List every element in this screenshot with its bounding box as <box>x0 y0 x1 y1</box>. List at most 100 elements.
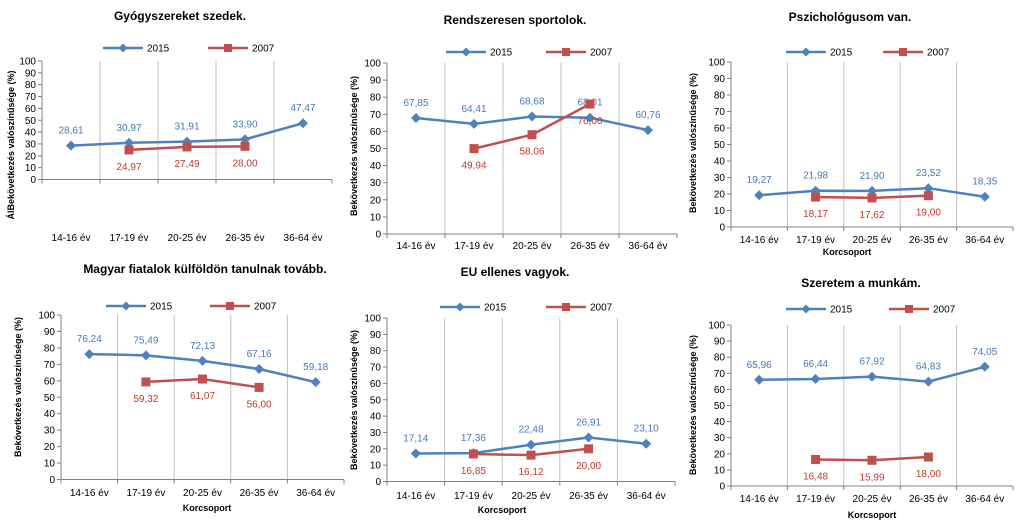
x-tick-label: 20-25 év <box>183 488 222 499</box>
legend-label: 2015 <box>147 44 170 55</box>
chart-title: EU ellenes vagyok. <box>461 265 570 279</box>
y-tick-label: 30 <box>714 433 726 444</box>
x-tick-label: 20-25 év <box>512 491 551 502</box>
data-point <box>197 355 208 366</box>
data-label: 17,14 <box>403 433 428 444</box>
x-tick-label: 17-19 év <box>454 491 493 502</box>
y-tick-label: 40 <box>44 409 56 420</box>
y-tick-label: 90 <box>714 337 726 348</box>
data-label: 17,62 <box>859 210 884 221</box>
y-tick-label: 0 <box>49 475 55 486</box>
legend-marker <box>224 44 232 52</box>
x-tick-label: 36-64 év <box>965 494 1004 505</box>
y-tick-label: 80 <box>44 343 56 354</box>
y-tick-label: 0 <box>719 223 725 234</box>
x-tick-label: 26-35 év <box>569 491 608 502</box>
data-label: 21,90 <box>859 171 884 182</box>
x-tick-label: 26-35 év <box>571 241 610 252</box>
data-point <box>526 450 536 460</box>
data-point <box>469 118 479 129</box>
y-tick-label: 20 <box>714 190 726 201</box>
y-tick-label: 70 <box>25 92 37 103</box>
data-point <box>979 191 990 202</box>
data-point <box>254 364 265 375</box>
legend-label: 2007 <box>933 305 956 316</box>
data-point <box>66 140 76 151</box>
data-label: 47,47 <box>290 103 315 114</box>
y-tick-label: 20 <box>714 449 726 460</box>
data-label: 18,17 <box>803 209 828 220</box>
y-axis-label: Bekövetkezés valószínűsége (%) <box>688 335 698 475</box>
legend-marker <box>899 48 907 56</box>
data-label: 66,44 <box>803 359 828 370</box>
y-tick-label: 60 <box>714 124 726 135</box>
data-label: 75,49 <box>133 335 158 346</box>
data-point <box>923 452 933 462</box>
y-tick-label: 90 <box>714 74 726 85</box>
x-tick-label: 36-64 év <box>629 241 668 252</box>
data-point <box>867 185 877 196</box>
x-tick-label: 26-35 év <box>909 494 948 505</box>
y-tick-label: 70 <box>714 107 726 118</box>
y-tick-label: 90 <box>44 327 56 338</box>
y-tick-label: 30 <box>25 139 37 150</box>
y-tick-label: 100 <box>38 311 55 322</box>
data-label: 21,98 <box>803 171 828 182</box>
y-tick-label: 100 <box>364 59 381 70</box>
y-axis-label: Bekövetkezés valószínűsége (%) <box>13 317 23 457</box>
data-point <box>585 112 595 123</box>
data-point <box>468 449 478 459</box>
x-axis-label: Korcsoport <box>848 510 897 520</box>
y-tick-label: 10 <box>370 212 382 223</box>
y-tick-label: 10 <box>714 206 726 217</box>
data-point <box>310 377 321 388</box>
y-tick-label: 80 <box>714 91 726 102</box>
data-point <box>923 183 934 194</box>
y-axis-label: Bekövetkezés valószínűsége (%) <box>349 330 359 470</box>
data-label: 23,52 <box>916 168 941 179</box>
y-tick-label: 30 <box>714 173 726 184</box>
y-tick-label: 40 <box>370 161 382 172</box>
data-label: 61,07 <box>190 391 215 402</box>
y-tick-label: 100 <box>19 57 36 68</box>
legend-marker <box>455 302 465 312</box>
data-label: 56,00 <box>247 399 272 410</box>
data-label: 67,85 <box>403 98 428 109</box>
legend-label: 2015 <box>830 48 853 59</box>
data-point <box>754 190 765 201</box>
legend-label: 2007 <box>590 303 613 314</box>
data-label: 24,97 <box>116 162 141 173</box>
data-label: 60,76 <box>635 110 660 121</box>
data-label: 67,16 <box>247 349 272 360</box>
y-tick-label: 40 <box>370 412 382 423</box>
y-tick-label: 0 <box>719 482 725 493</box>
data-label: 59,32 <box>133 394 158 405</box>
x-tick-label: 14-16 év <box>740 235 779 246</box>
x-tick-label: 17-19 év <box>455 241 494 252</box>
x-tick-label: 36-64 év <box>627 491 666 502</box>
data-point <box>923 376 934 387</box>
y-tick-label: 50 <box>25 116 37 127</box>
x-tick-label: 17-19 év <box>796 235 835 246</box>
legend-marker <box>461 47 471 57</box>
legend-label: 2007 <box>590 48 613 59</box>
data-label: 58,06 <box>519 147 544 158</box>
data-label: 28,00 <box>232 158 257 169</box>
y-tick-label: 100 <box>364 314 381 325</box>
data-point <box>754 374 765 385</box>
data-point <box>124 137 134 148</box>
y-axis-label: Bekövetkezés valószínűsége (%) <box>688 73 698 213</box>
data-label: 18,35 <box>972 177 997 188</box>
data-point <box>84 349 95 360</box>
y-tick-label: 40 <box>25 128 37 139</box>
data-label: 17,36 <box>461 433 486 444</box>
y-tick-label: 70 <box>44 360 56 371</box>
data-label: 28,61 <box>58 126 83 137</box>
chart-title: Pszichológusom van. <box>789 10 912 24</box>
data-point <box>469 144 479 154</box>
y-tick-label: 50 <box>714 140 726 151</box>
y-tick-label: 0 <box>375 477 381 488</box>
x-tick-label: 14-16 év <box>396 491 435 502</box>
x-tick-label: 36-64 év <box>296 488 335 499</box>
x-tick-label: 20-25 év <box>513 241 552 252</box>
